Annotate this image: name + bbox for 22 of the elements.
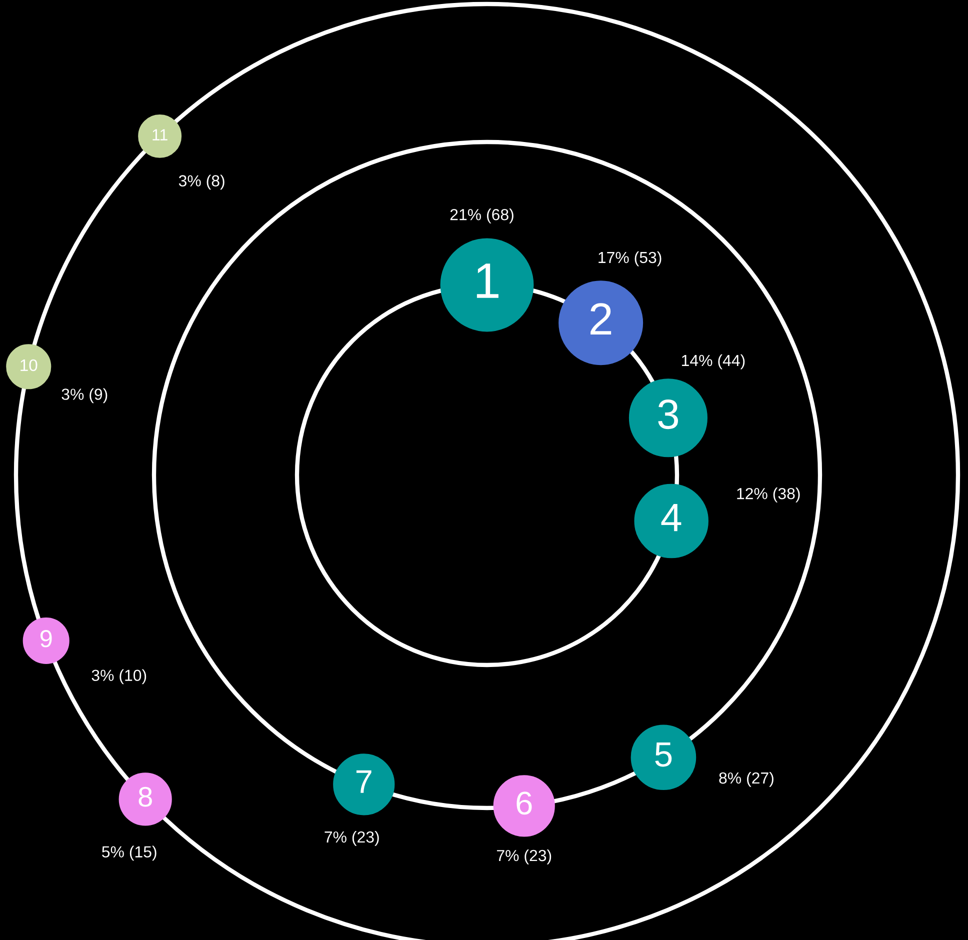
- data-label: 21% (68): [450, 208, 514, 224]
- data-label: 5% (15): [102, 846, 156, 861]
- category-label: 2: [590, 303, 612, 335]
- data-label: 8% (27): [719, 772, 774, 787]
- data-label: 3% (8): [178, 174, 224, 190]
- category-label: 3: [658, 399, 678, 430]
- data-label: 7% (23): [496, 849, 552, 864]
- category-label: 11: [152, 129, 168, 140]
- category-label: 6: [516, 792, 532, 815]
- category-label: 5: [655, 742, 672, 767]
- category-label: 7: [356, 770, 372, 793]
- data-label: 17% (53): [598, 251, 662, 266]
- data-label: 3% (10): [92, 669, 146, 684]
- category-label: 4: [661, 504, 682, 532]
- category-label: 9: [40, 630, 52, 648]
- data-label: 7% (23): [324, 830, 379, 846]
- category-label: 8: [138, 786, 152, 807]
- data-label: 3% (9): [62, 388, 108, 404]
- category-label: 10: [20, 359, 38, 372]
- data-label: 12% (38): [737, 488, 800, 502]
- category-label: 1: [476, 264, 498, 298]
- data-label: 14% (44): [682, 354, 745, 370]
